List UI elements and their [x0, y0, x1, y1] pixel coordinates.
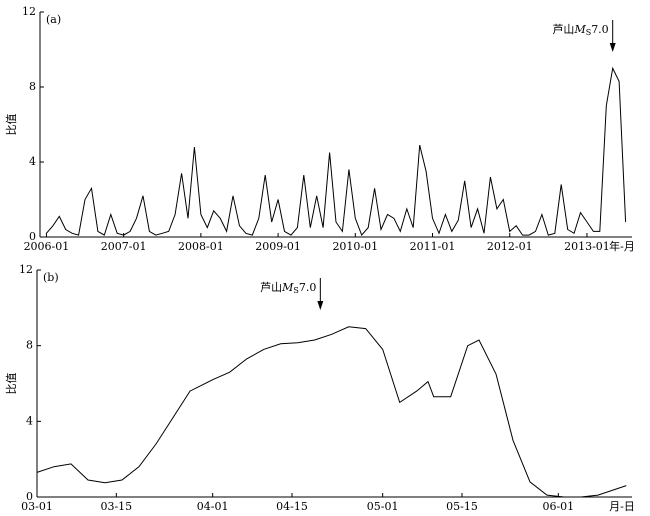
annotation-part: 芦山 [552, 23, 574, 36]
panel-label: (a) [46, 13, 61, 26]
annotation: 芦山MS7.0 [552, 23, 608, 37]
annotation-part: S [293, 286, 298, 295]
x-axis-label: 年-月 [609, 239, 635, 253]
annotation-arrowhead [609, 43, 616, 52]
x-tick-label: 2012-01 [487, 240, 533, 253]
y-tick-label: 4 [26, 414, 33, 427]
y-tick-label: 0 [29, 230, 36, 243]
y-axis-label: 比值 [5, 373, 18, 395]
y-tick-label: 12 [22, 5, 36, 18]
x-tick-label: 2008-01 [178, 240, 224, 253]
annotation-part: M [281, 281, 294, 294]
x-tick-label: 03-01 [21, 500, 53, 513]
annotation-part: 7.0 [591, 23, 609, 36]
data-line [36, 326, 627, 498]
x-tick-label: 2010-01 [332, 240, 378, 253]
y-tick-label: 4 [29, 155, 36, 168]
x-tick-label: 03-15 [100, 500, 132, 513]
x-tick-label: 06-01 [542, 500, 574, 513]
data-line [46, 66, 627, 237]
annotation-part: 芦山 [260, 281, 282, 294]
annotation-part: M [573, 23, 586, 36]
x-tick-label: 2009-01 [255, 240, 301, 253]
y-tick-label: 8 [26, 339, 33, 352]
x-tick-label: 2006-01 [24, 240, 70, 253]
x-tick-label: 2011-01 [410, 240, 456, 253]
annotation: 芦山MS7.0 [260, 281, 316, 295]
panel-label: (b) [43, 271, 59, 284]
y-tick-label: 0 [26, 490, 33, 503]
x-tick-label: 04-15 [276, 500, 308, 513]
x-tick-label: 05-01 [367, 500, 399, 513]
annotation-part: S [586, 28, 591, 37]
annotation-part: 7.0 [299, 281, 317, 294]
annotation-arrowhead [317, 301, 324, 310]
y-tick-label: 8 [29, 80, 36, 93]
x-tick-label: 05-15 [446, 500, 478, 513]
x-tick-label: 04-01 [197, 500, 229, 513]
y-tick-label: 12 [19, 263, 33, 276]
y-axis-label: 比值 [5, 114, 18, 136]
x-tick-label: 2013-01 [564, 240, 610, 253]
x-axis-label: 月-日 [609, 500, 635, 513]
x-tick-label: 2007-01 [101, 240, 147, 253]
